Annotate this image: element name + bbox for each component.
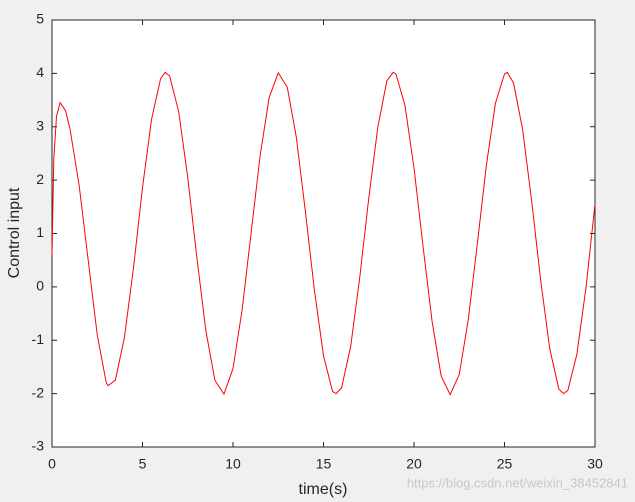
x-tick-label: 25 bbox=[497, 456, 513, 472]
y-tick-label: -2 bbox=[32, 384, 45, 400]
x-tick-label: 20 bbox=[406, 456, 422, 472]
x-tick-label: 30 bbox=[587, 456, 603, 472]
y-tick-label: 2 bbox=[36, 171, 44, 187]
x-tick-label: 0 bbox=[48, 456, 56, 472]
y-tick-label: 4 bbox=[36, 64, 44, 80]
x-tick-label: 10 bbox=[225, 456, 241, 472]
data-line bbox=[51, 71, 596, 396]
x-tick-label: 5 bbox=[139, 456, 147, 472]
x-tick-label: 15 bbox=[316, 456, 332, 472]
plot-area bbox=[51, 19, 596, 448]
x-axis-label: time(s) bbox=[299, 481, 348, 498]
y-tick-label: 1 bbox=[36, 224, 44, 240]
y-tick-label: 5 bbox=[36, 11, 44, 27]
y-tick-label: 0 bbox=[36, 278, 44, 294]
y-tick-label: -1 bbox=[32, 331, 45, 347]
watermark: https://blog.csdn.net/weixin_38452841 bbox=[407, 475, 628, 490]
y-tick-label: 3 bbox=[36, 117, 44, 133]
y-tick-label: -3 bbox=[32, 438, 45, 454]
y-axis-label: Control input bbox=[6, 187, 23, 278]
